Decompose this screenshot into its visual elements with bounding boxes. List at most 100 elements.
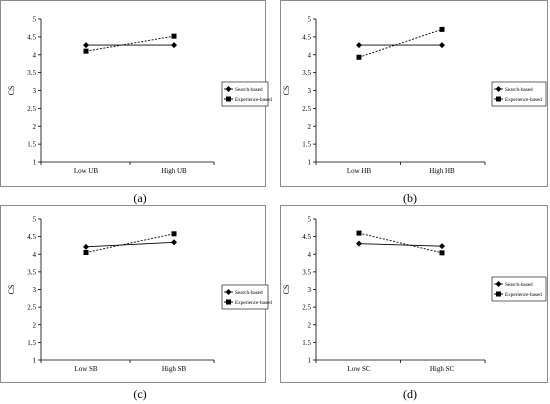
- y-tick-label: 5: [308, 216, 312, 224]
- diamond-marker: [356, 240, 362, 247]
- diamond-marker: [83, 243, 89, 250]
- legend-label: Search-based: [235, 290, 263, 296]
- y-tick-label: 1.5: [302, 339, 311, 347]
- x-tick-label: High SC: [430, 365, 455, 373]
- y-tick-label: 1.5: [27, 339, 36, 347]
- x-tick-label: High HB: [429, 167, 455, 175]
- caption-a: (a): [133, 191, 147, 205]
- y-axis-label: CS: [7, 285, 16, 295]
- y-tick-label: 1: [308, 159, 312, 167]
- y-tick-label: 4: [33, 251, 37, 259]
- legend-marker: [225, 86, 232, 92]
- y-tick-label: 5: [33, 16, 37, 24]
- y-tick-label: 3: [33, 87, 37, 95]
- square-marker: [439, 26, 445, 32]
- legend-box: [221, 81, 269, 107]
- y-tick-label: 5: [308, 16, 312, 24]
- legend-marker: [496, 291, 501, 297]
- x-tick-label: Low HB: [347, 167, 372, 175]
- legend-marker: [495, 281, 502, 287]
- square-marker: [83, 249, 89, 255]
- legend-marker: [495, 86, 502, 92]
- legend-marker: [226, 96, 231, 102]
- y-tick-label: 2: [308, 321, 312, 329]
- y-tick-label: 4.5: [302, 33, 311, 41]
- diamond-marker: [83, 42, 89, 49]
- y-tick-label: 4: [308, 51, 312, 59]
- diamond-marker: [171, 239, 177, 246]
- series-line: [358, 28, 443, 58]
- y-tick-label: 2.5: [302, 304, 311, 312]
- chart-frame: [0, 0, 266, 187]
- legend-box: [491, 81, 547, 107]
- legend-label: Experience-based: [505, 97, 542, 103]
- legend-label: Search-based: [505, 282, 533, 288]
- y-tick-label: 3: [33, 286, 37, 294]
- legend-label: Experience-based: [235, 300, 272, 306]
- y-tick-label: 1.5: [302, 141, 311, 149]
- y-tick-label: 2: [33, 321, 37, 329]
- legend-marker: [496, 96, 501, 102]
- y-tick-label: 2: [308, 123, 312, 131]
- square-marker: [83, 48, 89, 54]
- square-marker: [171, 33, 177, 39]
- y-tick-label: 3: [308, 286, 312, 294]
- y-tick-label: 3.5: [302, 69, 311, 77]
- diamond-marker: [356, 42, 362, 49]
- x-tick-label: High UB: [161, 167, 187, 175]
- y-tick-label: 5: [33, 216, 37, 224]
- series-line: [85, 233, 175, 253]
- square-marker: [356, 230, 362, 236]
- y-axis-label: CS: [282, 285, 291, 295]
- legend-marker: [225, 289, 232, 295]
- y-tick-label: 3: [308, 87, 312, 95]
- y-tick-label: 1: [33, 357, 37, 365]
- square-marker: [439, 250, 445, 256]
- y-tick-label: 2.5: [302, 105, 311, 113]
- y-axis-label: CS: [282, 86, 291, 96]
- y-tick-label: 1.5: [27, 141, 36, 149]
- y-tick-label: 4.5: [27, 33, 36, 41]
- series-line: [85, 35, 175, 52]
- series-line: [85, 241, 175, 248]
- legend-label: Search-based: [505, 87, 533, 93]
- chart-d: 1 1.5 2 2.5 3 3.5 4 4.5 5 CS Low SC High SC Search-b…: [282, 216, 547, 373]
- x-tick-label: High SB: [162, 365, 187, 373]
- series-line: [358, 243, 443, 247]
- legend-label: Experience-based: [235, 97, 272, 103]
- y-tick-label: 2: [33, 123, 37, 131]
- square-marker: [356, 54, 362, 60]
- legend-label: Search-based: [235, 87, 263, 93]
- diamond-marker: [439, 243, 445, 250]
- chart-a: 1 1.5 2 2.5 3 3.5 4 4.5 5 CS Low UB High UB Search-b…: [7, 16, 272, 176]
- y-tick-label: 3.5: [27, 69, 36, 77]
- chart-frame: [280, 205, 548, 383]
- x-tick-label: Low SB: [74, 365, 97, 373]
- diamond-marker: [439, 42, 445, 49]
- y-tick-label: 4: [308, 251, 312, 259]
- y-tick-label: 2.5: [27, 105, 36, 113]
- y-axis-label: CS: [7, 86, 16, 96]
- y-tick-label: 4.5: [302, 233, 311, 241]
- y-tick-label: 3.5: [302, 268, 311, 276]
- caption-c: (c): [133, 387, 147, 401]
- caption-d: (d): [403, 387, 417, 401]
- x-tick-label: Low UB: [74, 167, 99, 175]
- legend-box: [491, 276, 547, 302]
- caption-b: (b): [403, 191, 417, 205]
- chart-b: 1 1.5 2 2.5 3 3.5 4 4.5 5 CS Low HB High HB Search-b…: [282, 16, 547, 175]
- series-line: [358, 232, 443, 254]
- y-tick-label: 4.5: [27, 233, 36, 241]
- y-tick-label: 3.5: [27, 268, 36, 276]
- chart-c: 1 1.5 2 2.5 3 3.5 4 4.5 5 CS Low SB High SB Search-b…: [7, 216, 272, 374]
- y-tick-label: 1: [33, 159, 37, 167]
- diamond-marker: [171, 42, 177, 49]
- y-tick-label: 2.5: [27, 304, 36, 312]
- x-tick-label: Low SC: [347, 365, 370, 373]
- y-tick-label: 4: [33, 51, 37, 59]
- square-marker: [171, 231, 177, 237]
- legend-label: Experience-based: [505, 292, 542, 298]
- y-tick-label: 1: [308, 357, 312, 365]
- legend-marker: [226, 299, 231, 305]
- chart-frame: [0, 205, 266, 383]
